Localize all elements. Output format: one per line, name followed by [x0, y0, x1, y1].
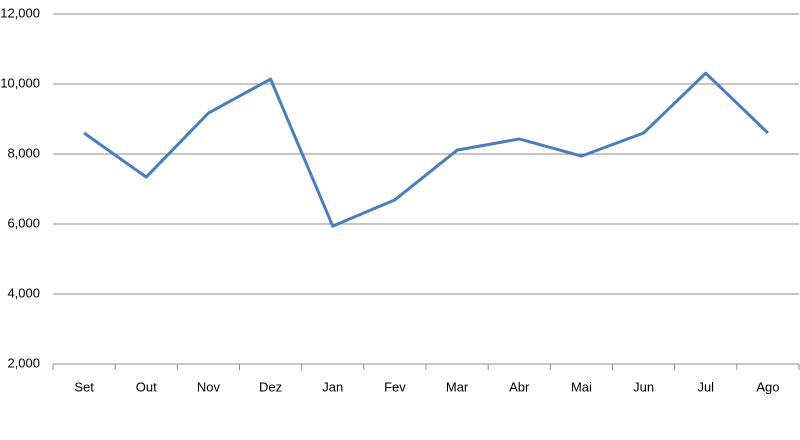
y-tick-label: 4,000: [7, 285, 40, 300]
y-tick-label: 2,000: [7, 355, 40, 370]
data-line: [83, 71, 769, 228]
x-tick-label: Jan: [322, 379, 343, 394]
y-tick-label: 10,000: [0, 75, 40, 90]
x-tick-label: Ago: [756, 379, 779, 394]
x-tick-label: Dez: [259, 379, 282, 394]
y-tick-label: 6,000: [7, 215, 40, 230]
x-tick-label: Jun: [633, 379, 654, 394]
x-tick-label: Mai: [571, 379, 592, 394]
y-tick-label: 12,000: [0, 5, 40, 20]
x-tick-label: Mar: [446, 379, 469, 394]
y-tick-label: 8,000: [7, 145, 40, 160]
x-tick-label: Out: [136, 379, 157, 394]
x-tick-label: Nov: [197, 379, 221, 394]
x-tick-label: Fev: [384, 379, 406, 394]
x-tick-label: Jul: [697, 379, 714, 394]
x-tick-label: Abr: [509, 379, 530, 394]
x-tick-label: Set: [74, 379, 94, 394]
